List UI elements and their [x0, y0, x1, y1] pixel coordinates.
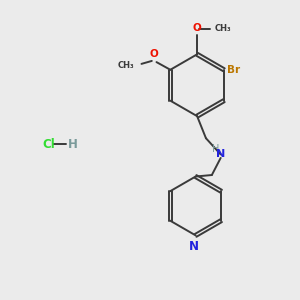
Text: H: H [68, 138, 78, 151]
Text: CH₃: CH₃ [215, 24, 231, 33]
Text: Br: Br [227, 65, 241, 75]
Text: H: H [212, 144, 219, 154]
Text: O: O [149, 49, 158, 58]
Text: Cl: Cl [43, 138, 55, 151]
Text: O: O [193, 23, 202, 33]
Text: N: N [189, 240, 199, 253]
Text: N: N [216, 149, 225, 159]
Text: CH₃: CH₃ [118, 61, 134, 70]
